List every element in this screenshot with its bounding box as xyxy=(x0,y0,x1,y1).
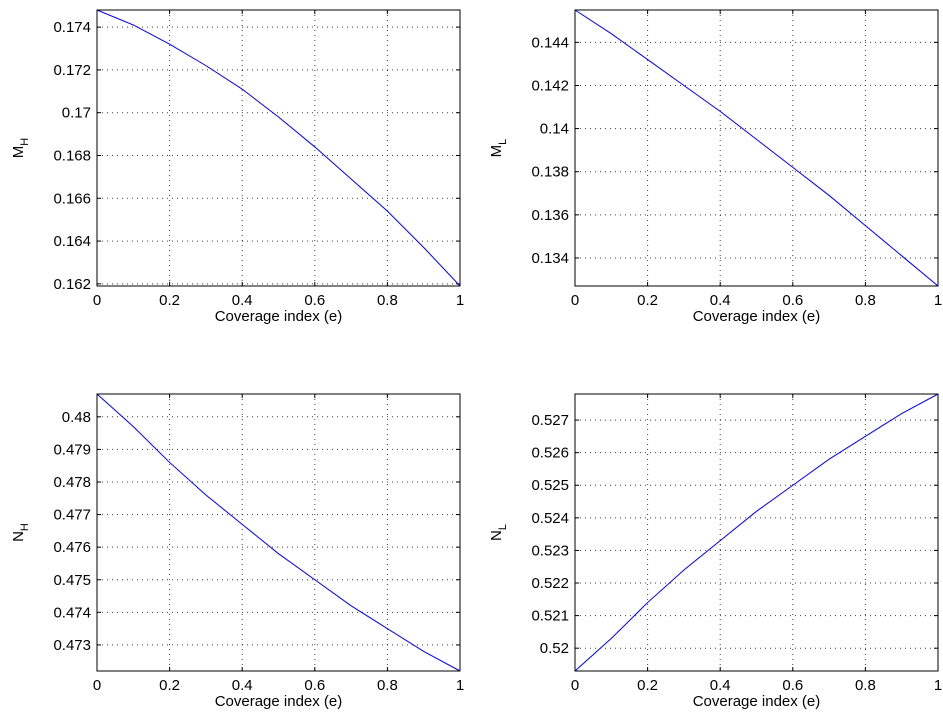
y-tick-label: 0.522 xyxy=(531,575,569,592)
series-line xyxy=(574,393,939,672)
axes-frame xyxy=(574,393,939,672)
y-tick-label: 0.162 xyxy=(53,276,91,293)
x-tick-label: 1 xyxy=(456,677,464,694)
y-tick-label: 0.164 xyxy=(53,233,91,250)
x-tick-label: 0.4 xyxy=(232,292,253,309)
y-tick-label: 0.52 xyxy=(540,640,569,657)
x-tick-label: 0.8 xyxy=(855,292,876,309)
y-tick-label: 0.478 xyxy=(53,474,91,491)
y-tick-label: 0.476 xyxy=(53,539,91,556)
y-axis-label: MH xyxy=(10,138,31,159)
axes-frame xyxy=(96,393,461,672)
x-tick-label: 0 xyxy=(571,292,579,309)
y-tick-label: 0.525 xyxy=(531,477,569,494)
x-tick-label: 0.8 xyxy=(855,677,876,694)
y-axis-label-sub: L xyxy=(497,524,509,530)
x-tick-label: 0 xyxy=(93,677,101,694)
x-tick-label: 0.6 xyxy=(782,677,803,694)
y-tick-label: 0.144 xyxy=(531,34,569,51)
y-axis-label-sub: H xyxy=(19,523,31,531)
y-tick-label: 0.166 xyxy=(53,190,91,207)
x-tick-label: 1 xyxy=(456,292,464,309)
x-axis-label: Coverage index (e) xyxy=(693,308,821,325)
y-tick-label: 0.527 xyxy=(531,412,569,429)
x-tick-label: 1 xyxy=(934,677,942,694)
y-tick-label: 0.17 xyxy=(62,105,91,122)
axes-frame xyxy=(96,9,461,287)
x-tick-label: 0.2 xyxy=(159,677,180,694)
y-tick-label: 0.477 xyxy=(53,507,91,524)
x-tick-label: 0.8 xyxy=(377,677,398,694)
y-tick-label: 0.48 xyxy=(62,409,91,426)
x-tick-label: 0 xyxy=(93,292,101,309)
y-tick-label: 0.475 xyxy=(53,572,91,589)
subplot-4: 0 0.2 0.4 0.6 0.8 1 0.52 0.521 0.522 0.523 0.524 0.… xyxy=(488,393,942,710)
x-axis-label: Coverage index (e) xyxy=(215,693,343,710)
y-tick-label: 0.14 xyxy=(540,121,569,138)
x-tick-label: 0.4 xyxy=(710,677,731,694)
x-axis-label: Coverage index (e) xyxy=(215,308,343,325)
x-tick-label: 0.6 xyxy=(304,677,325,694)
y-tick-label: 0.524 xyxy=(531,510,569,527)
series-line xyxy=(96,393,461,672)
y-axis-label: ML xyxy=(488,139,509,158)
y-axis-label-sub: H xyxy=(19,138,31,146)
y-tick-label: 0.168 xyxy=(53,147,91,164)
y-tick-label: 0.142 xyxy=(531,77,569,94)
series-line xyxy=(574,9,939,287)
x-tick-label: 0.6 xyxy=(304,292,325,309)
x-tick-label: 0.4 xyxy=(232,677,253,694)
y-axis-label-main: N xyxy=(488,530,505,541)
y-tick-label: 0.521 xyxy=(531,608,569,625)
axes-frame xyxy=(574,9,939,287)
series-line xyxy=(96,9,461,287)
y-axis-label-main: M xyxy=(488,145,505,158)
x-axis-label: Coverage index (e) xyxy=(693,693,821,710)
y-tick-label: 0.526 xyxy=(531,445,569,462)
y-tick-label: 0.523 xyxy=(531,542,569,559)
subplot-3: 0 0.2 0.4 0.6 0.8 1 0.473 0.474 0.475 0.476 0.477 0… xyxy=(10,393,464,710)
y-tick-label: 0.134 xyxy=(531,250,569,267)
x-tick-label: 0.2 xyxy=(159,292,180,309)
y-tick-label: 0.479 xyxy=(53,441,91,458)
x-tick-label: 0.2 xyxy=(637,292,658,309)
y-tick-label: 0.473 xyxy=(53,637,91,654)
y-axis-label-main: N xyxy=(10,531,27,542)
x-tick-label: 0.2 xyxy=(637,677,658,694)
subplot-1: 0 0.2 0.4 0.6 0.8 1 0.162 0.164 0.166 0.168 0.17 0.… xyxy=(10,9,464,325)
y-tick-label: 0.172 xyxy=(53,62,91,79)
y-tick-label: 0.174 xyxy=(53,19,91,36)
y-axis-label: NL xyxy=(488,524,509,541)
y-axis-label-main: M xyxy=(10,146,27,159)
y-tick-label: 0.474 xyxy=(53,604,91,621)
y-axis-label: NH xyxy=(10,523,31,542)
x-tick-label: 0.6 xyxy=(782,292,803,309)
y-axis-label-sub: L xyxy=(497,139,509,145)
y-tick-label: 0.136 xyxy=(531,207,569,224)
x-tick-label: 0 xyxy=(571,677,579,694)
x-tick-label: 0.4 xyxy=(710,292,731,309)
x-tick-label: 0.8 xyxy=(377,292,398,309)
y-tick-label: 0.138 xyxy=(531,164,569,181)
x-tick-label: 1 xyxy=(934,292,942,309)
subplot-2: 0 0.2 0.4 0.6 0.8 1 0.134 0.136 0.138 0.14 0.142 0.… xyxy=(488,9,942,325)
